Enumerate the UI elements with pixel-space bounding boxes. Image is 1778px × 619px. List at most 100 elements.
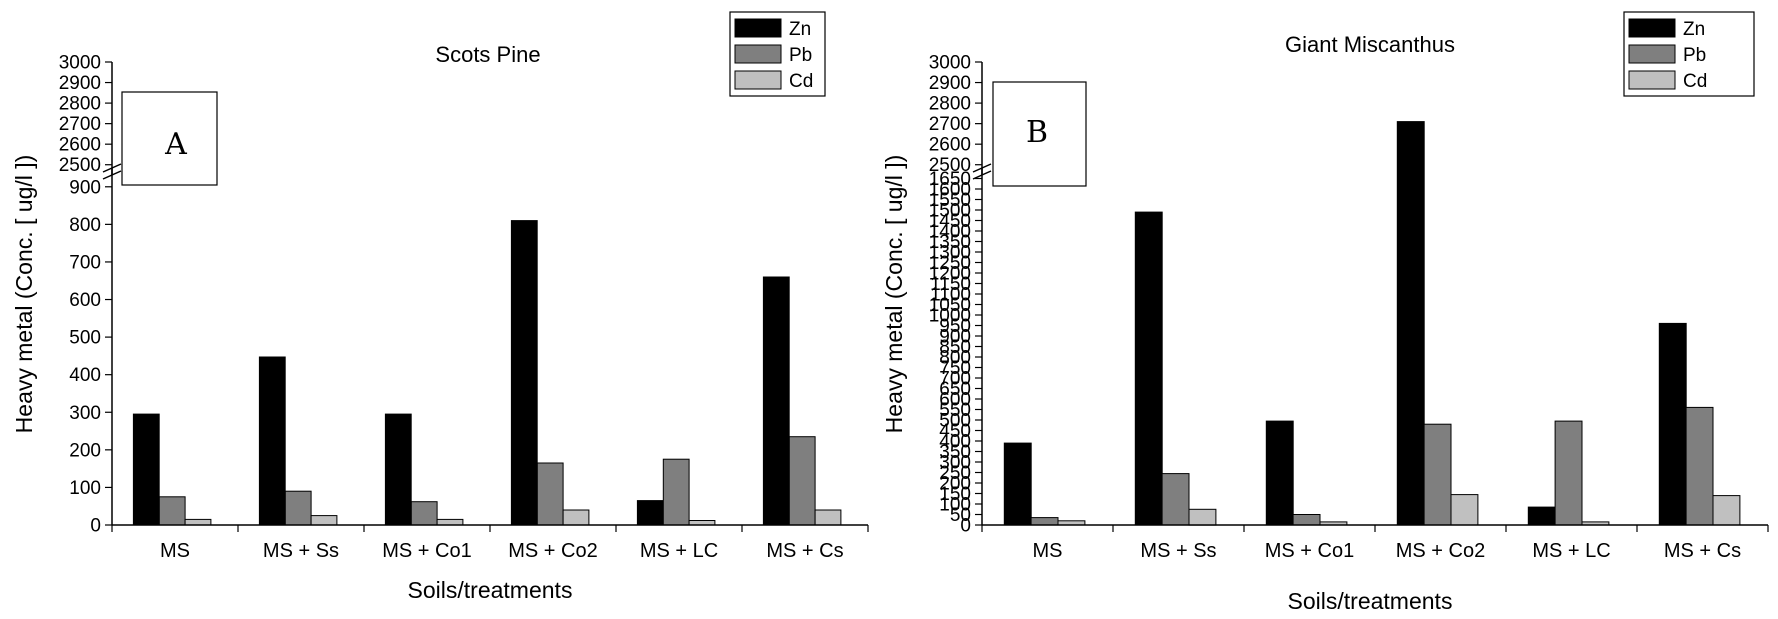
legend-swatch-cd: [734, 70, 782, 90]
bar-cd-3: [562, 509, 590, 526]
bar-pb-1: [284, 490, 312, 526]
legend-label-zn: Zn: [1683, 19, 1705, 40]
y-tick-label: 600: [69, 290, 101, 311]
bar-cd-3: [1450, 494, 1479, 526]
y-tick-label: 1600: [929, 180, 971, 201]
x-axis-title-b: Soils/treatments: [1288, 588, 1453, 614]
bars-group-b: 0501001502002503003504004505005506006507…: [929, 53, 1769, 562]
legend-label-zn: Zn: [789, 19, 811, 40]
bar-pb-4: [662, 458, 690, 526]
y-tick-label: 400: [939, 432, 971, 453]
y-tick-label: 3000: [59, 53, 101, 74]
y-tick-label: 2600: [929, 135, 971, 156]
x-axis-title-a: Soils/treatments: [408, 577, 573, 603]
legend-label-pb: Pb: [789, 45, 812, 66]
x-category-label: MS + Ss: [1140, 540, 1216, 562]
bar-pb-3: [536, 462, 564, 526]
y-tick-label: 1450: [929, 211, 971, 232]
panel-label-box-a: [121, 91, 218, 186]
y-tick-label: 800: [69, 215, 101, 236]
y-tick-label: 1050: [929, 295, 971, 316]
y-tick-label: 500: [939, 411, 971, 432]
y-tick-label: 400: [69, 365, 101, 386]
y-tick-label: 100: [939, 495, 971, 516]
y-tick-label: 1200: [929, 264, 971, 285]
legend-a: Zn Pb Cd: [729, 11, 826, 97]
bar-pb-2: [1292, 514, 1321, 526]
y-tick-label: 950: [939, 316, 971, 337]
y-tick-label: 900: [939, 327, 971, 348]
bar-zn-3: [510, 220, 538, 526]
y-tick-label: 1150: [930, 274, 971, 295]
legend-label-cd: Cd: [789, 71, 813, 92]
y-tick-label: 300: [939, 453, 971, 474]
y-tick-label: 2900: [929, 73, 971, 94]
bar-cd-2: [436, 518, 464, 526]
y-axis-title-a: Heavy metal (Conc. [ ug/l ]): [11, 155, 37, 434]
y-tick-label: 2500: [929, 155, 971, 176]
y-tick-label: 200: [69, 440, 101, 461]
bar-zn-1: [258, 356, 286, 526]
y-tick-label: 1300: [929, 243, 971, 264]
y-tick-label: 1350: [929, 232, 971, 253]
y-tick-label: 100: [69, 478, 101, 499]
y-tick-label: 250: [939, 463, 971, 484]
y-tick-label: 700: [69, 252, 101, 273]
y-tick-label: 700: [939, 369, 971, 390]
y-tick-label: 500: [69, 328, 101, 349]
y-tick-label: 300: [69, 403, 101, 424]
bar-pb-0: [158, 496, 186, 526]
x-category-label: MS + Co2: [508, 540, 597, 562]
y-tick-label: 2700: [59, 114, 101, 135]
y-tick-label: 1400: [929, 222, 971, 243]
y-tick-label: 1550: [929, 190, 971, 211]
axis-break-mark: [972, 163, 992, 173]
bar-zn-2: [384, 413, 412, 526]
y-tick-label: 0: [90, 516, 101, 537]
bar-pb-4: [1554, 420, 1583, 526]
x-category-label: MS + Co2: [1396, 540, 1485, 562]
y-axis-title-b: Heavy metal (Conc. [ ug/l ]): [881, 155, 907, 434]
y-tick-label: 450: [939, 421, 971, 442]
axis-break-mark: [972, 170, 992, 180]
legend-b: Zn Pb Cd: [1623, 11, 1755, 97]
x-category-label: MS + Co1: [1265, 540, 1354, 562]
y-tick-label: 600: [939, 390, 971, 411]
y-tick-label: 850: [939, 337, 971, 358]
y-tick-label: 2700: [929, 114, 971, 135]
bar-zn-5: [1658, 322, 1687, 526]
bar-zn-0: [132, 413, 160, 526]
y-tick-label: 1500: [929, 201, 971, 222]
y-tick-label: 550: [939, 400, 971, 421]
y-tick-label: 800: [939, 348, 971, 369]
chart-panel-b: 0501001502002503003504004505005506006507…: [881, 11, 1769, 614]
y-tick-label: 350: [939, 442, 971, 463]
y-tick-label: 1000: [929, 306, 971, 327]
bars-group-a: 0 100 200 300 400 500 600 700 800 900250026002700…: [59, 53, 869, 562]
legend-label-pb: Pb: [1683, 45, 1706, 66]
chart-title-b: Giant Miscanthus: [1285, 32, 1455, 57]
y-tick-label: 0: [960, 516, 971, 537]
x-category-label: MS + Co1: [382, 540, 471, 562]
y-tick-label: 50: [950, 505, 971, 526]
y-tick-label: 1100: [930, 285, 971, 306]
bar-pb-1: [1161, 473, 1190, 526]
legend-swatch-pb: [734, 44, 782, 64]
bar-cd-1: [1188, 508, 1217, 526]
bar-zn-4: [1527, 506, 1556, 526]
bar-zn-2: [1265, 420, 1294, 526]
chart-panel-a: 0 100 200 300 400 500 600 700 800 900250026002700…: [11, 11, 869, 603]
bar-zn-4: [636, 500, 664, 526]
bar-pb-2: [410, 501, 438, 526]
bar-pb-5: [788, 436, 816, 526]
bar-pb-3: [1423, 423, 1452, 526]
y-tick-label: 2600: [59, 135, 101, 156]
bar-zn-3: [1396, 121, 1425, 526]
bar-cd-1: [310, 515, 338, 526]
y-tick-label: 750: [939, 358, 971, 379]
bar-pb-0: [1030, 517, 1059, 526]
x-category-label: MS + Cs: [766, 540, 843, 562]
bar-cd-5: [814, 509, 842, 526]
